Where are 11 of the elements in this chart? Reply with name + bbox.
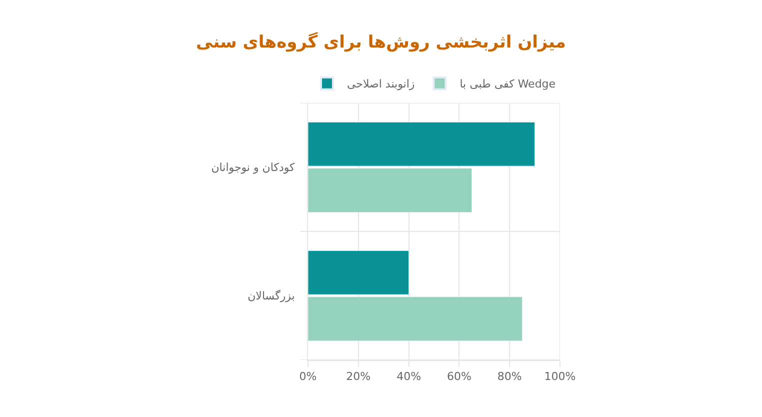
x-tick-label: 40% [396,370,422,384]
x-tick-label: 0% [299,370,317,384]
legend-label: کفی طبی با Wedge [460,78,556,91]
y-tick-label: کودکان و نوجوانان [211,161,296,174]
legend-label: زانوبند اصلاحی [347,78,415,91]
x-tick-label: 20% [346,370,371,384]
chart-title: میزان اثربخشی روش‌ها برای گروه‌های سنی [196,32,566,53]
x-tick-label: 60% [446,370,472,384]
x-tick-label: 100% [544,370,576,384]
x-tick-label: 80% [497,370,522,384]
y-tick-label: بزرگسالان [248,290,295,303]
